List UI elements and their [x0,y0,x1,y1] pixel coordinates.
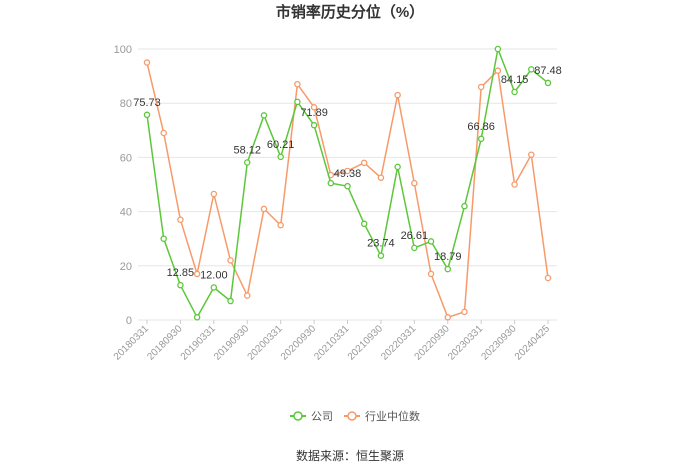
data-point [277,221,284,229]
y-tick-label: 60 [120,152,132,164]
data-point [477,135,485,143]
data-point [327,179,335,187]
legend-swatch-marker [293,411,303,421]
y-tick-label: 0 [126,315,132,327]
data-point [243,159,251,166]
data-point [243,292,251,299]
data-point [310,104,318,111]
data-point [377,252,385,259]
data-point [511,181,518,188]
data-labels: 75.73 12.85 12.00 58.12 60.21 71.89 49.38 23.74… [133,65,562,282]
data-point [227,257,234,264]
x-tick-label: 20200930 [279,323,319,363]
x-tick-label: 20190331 [179,323,219,363]
chart-source: 数据来源：恒生聚源 [296,448,404,463]
data-point [160,235,167,242]
x-tick-label: 20190930 [212,323,252,363]
data-label: 71.89 [300,107,328,119]
data-point [477,83,485,91]
data-label: 18.79 [434,251,462,263]
x-tick-label: 20220930 [413,323,453,363]
legend-item-company[interactable]: 公司 [290,411,333,423]
data-point [494,45,502,53]
x-tick-label: 20210930 [346,323,386,363]
series-group [143,45,552,321]
data-point [394,91,401,99]
data-point [444,314,451,321]
x-tick-label: 20230331 [446,323,486,363]
data-point [494,67,502,74]
data-point [177,281,184,289]
x-tick-label: 20180331 [112,323,152,363]
data-point [193,270,201,278]
data-point [294,80,301,88]
data-point [461,308,468,316]
data-point [160,129,167,137]
y-tick-label: 40 [120,207,132,219]
data-point [544,79,552,87]
data-point [411,179,418,187]
data-point [360,220,368,228]
data-point [377,174,385,181]
x-tick-label: 20210331 [312,323,352,363]
data-point [260,205,268,213]
chart-title: 市销率历史分位（%） [276,3,424,21]
data-point [260,112,268,119]
data-point [294,98,301,106]
legend[interactable]: 公司 行业中位数 [290,409,420,423]
x-tick-label: 20240425 [513,323,553,363]
data-point [177,216,184,223]
data-label: 84.15 [501,74,529,86]
legend-label: 公司 [311,411,333,423]
data-label: 49.38 [334,168,362,180]
y-tick-label: 20 [120,261,132,273]
y-tick-label: 100 [114,44,132,56]
data-point [427,238,435,245]
data-label: 23.74 [367,238,395,250]
data-point [461,202,468,210]
data-point [427,270,435,278]
data-point [344,182,351,190]
data-point [193,314,201,321]
data-point [544,274,552,282]
grid [138,48,557,321]
data-point [210,190,218,198]
legend-item-industry-median[interactable]: 行业中位数 [344,409,420,423]
x-tick-label: 20220331 [379,323,419,363]
data-label: 12.00 [200,269,228,281]
data-point [277,153,284,161]
data-label: 60.21 [267,139,295,151]
data-point [210,284,218,291]
data-point [528,66,535,73]
data-point [310,121,318,129]
data-label: 26.61 [401,230,429,242]
data-point [528,151,535,158]
data-point [411,244,418,252]
data-point [344,167,351,175]
y-tick-label: 80 [120,98,132,110]
data-label: 58.12 [233,144,261,156]
legend-label: 行业中位数 [365,409,420,423]
data-point [227,297,234,305]
x-tick-label: 20230930 [479,323,519,363]
data-point [143,59,151,66]
data-label: 12.85 [167,267,195,279]
data-point [444,265,451,273]
x-tick-label: 20180930 [145,323,185,363]
data-point [143,111,151,119]
x-tick-label: 20200331 [246,323,286,363]
data-point [360,159,368,167]
data-label: 75.73 [133,97,161,109]
data-point [511,88,518,96]
data-label: 66.86 [467,121,495,133]
data-label: 87.48 [534,65,562,77]
legend-swatch-marker [347,411,357,421]
data-point [394,163,401,171]
